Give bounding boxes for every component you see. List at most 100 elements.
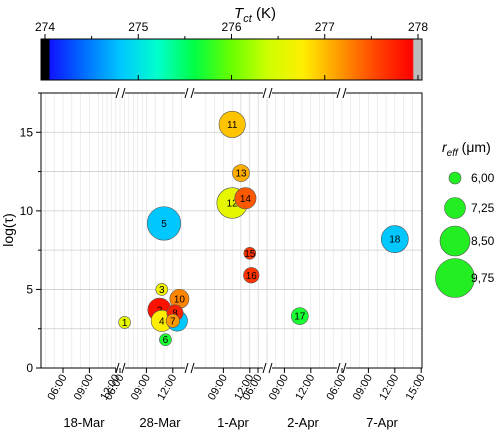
colorbar-tick-label: 274 [35,20,55,34]
colorbar: Tct (K) 274 275 276 277 278 [35,5,428,81]
point-marker [243,246,257,260]
colorbar-tick-label: 277 [315,20,335,34]
y-axis: 0 5 10 15 [20,92,41,375]
axis-break-mark [336,362,341,374]
point-label: 18 [389,235,401,246]
data-point-18: 18 [380,225,409,254]
x-tick-label: 06:00 [324,373,348,403]
axis-break-mark [190,362,195,374]
point-label: 16 [246,271,258,282]
y-axis-label: log(τ) [0,213,16,247]
y-tick-label: 15 [20,125,34,139]
point-marker [234,187,257,210]
colorbar-title-sub: ct [243,13,253,25]
point-label: 17 [294,312,306,323]
axis-break-mark [115,87,120,99]
axis-break-mark [115,362,120,374]
legend-marker [444,197,466,219]
x-tick-label: 09:00 [129,373,153,403]
colorbar-title-main: T [234,5,245,22]
legend-marker [435,258,475,298]
colorbar-tick-label: 278 [408,20,428,34]
point-label: 3 [159,285,165,296]
point-label: 4 [159,316,165,327]
y-tick-label: 0 [26,361,33,375]
axis-break-gap [116,89,125,97]
x-tick-label: 12:00 [293,373,317,403]
x-tick-label: 06:00 [45,373,69,403]
axis-break-gap [185,364,194,372]
data-point-3: 3 [155,283,169,296]
colorbar-title-unit: (K) [252,5,276,22]
axis-break-mark [184,87,189,99]
data-point-6: 6 [159,333,172,347]
data-point-17: 17 [290,307,309,325]
point-marker [232,164,250,182]
point-marker [118,316,131,329]
point-marker [155,283,169,296]
axis-break-gap [337,89,346,97]
axis-break-mark [268,87,273,99]
x-tick-label: 12:00 [155,373,179,403]
point-marker [243,267,260,284]
data-point-14: 14 [234,187,257,210]
x-tick-label: 09:00 [351,373,375,403]
date-label: 28-Mar [139,415,181,430]
x-tick-label: 09:00 [206,373,230,403]
plot-frame [40,92,423,369]
point-label: 1 [122,318,128,329]
point-label: 6 [163,335,169,346]
colorbar-title: Tct (K) [234,5,276,25]
data-point-1: 1 [118,316,131,329]
legend-title-sub: eff [447,148,459,159]
legend: reff (μm) 6,00 7,25 8,50 9,75 [435,139,495,298]
axis-break-mark [184,362,189,374]
legend-label: 7,25 [471,201,495,215]
x-tick-label: 09:00 [267,373,291,403]
y-tick-label: 5 [26,282,33,296]
axis-break-mark [342,87,347,99]
point-marker [290,307,309,325]
date-label: 18-Mar [63,415,105,430]
axis-break-mark [121,87,126,99]
axis-break-mark [268,362,273,374]
data-point-11: 11 [218,110,246,138]
point-label: 15 [244,249,256,260]
data-point-7: 7 [165,313,180,328]
point-marker [146,206,182,241]
legend-title-main: r [442,139,448,155]
axis-break-mark [342,362,347,374]
data-points: 512181124149101317816713615 [118,110,409,347]
axis-break-mark [262,87,267,99]
axis-break-mark [121,362,126,374]
point-label: 8 [172,309,178,320]
data-point-16: 16 [243,267,260,284]
date-label: 7-Apr [366,415,398,430]
axis-break-gap [263,364,272,372]
colorbar-min-block [41,39,50,80]
date-labels: 18-Mar 28-Mar 1-Apr 2-Apr 7-Apr [63,415,398,430]
date-label: 1-Apr [217,415,249,430]
data-point-5: 5 [146,206,182,241]
point-marker [159,333,172,347]
point-label: 12 [227,199,239,210]
colorbar-tick-label: 275 [128,20,148,34]
x-tick-label: 09:00 [72,373,96,403]
axis-break-mark [336,87,341,99]
legend-title-unit: (μm) [458,139,491,155]
colorbar-gradient [40,38,423,81]
point-label: 10 [174,294,186,305]
point-label: 14 [240,194,252,205]
colorbar-tick-label: 276 [221,20,241,34]
point-label: 7 [170,316,176,327]
axis-break-gap [185,89,194,97]
axis-break-mark [262,362,267,374]
data-point-15: 15 [243,246,257,260]
point-label: 11 [227,120,238,131]
x-tick-label: 12:00 [377,373,401,403]
point-label: 5 [161,219,167,230]
data-point-13: 13 [232,164,250,182]
point-marker [380,225,409,254]
